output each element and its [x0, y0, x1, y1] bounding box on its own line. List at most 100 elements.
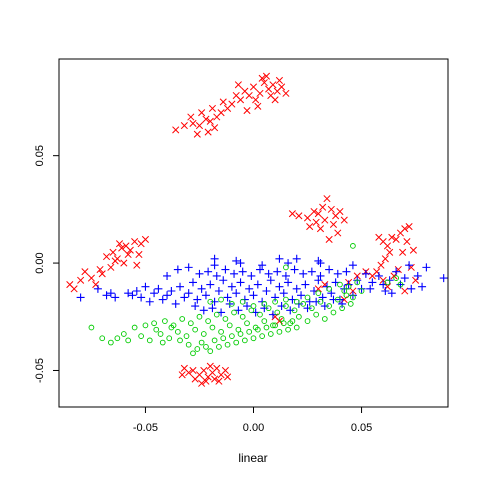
data-point [114, 335, 121, 342]
data-point [187, 113, 195, 121]
data-point [271, 96, 279, 104]
data-point [210, 297, 219, 306]
data-point [198, 379, 206, 387]
data-point [252, 96, 260, 104]
data-point [135, 250, 143, 259]
data-point [98, 270, 106, 278]
data-point [88, 324, 95, 331]
data-point [220, 335, 227, 342]
data-point [221, 366, 229, 375]
data-point [138, 333, 144, 339]
data-point [229, 301, 235, 307]
data-point [158, 295, 167, 304]
data-point [304, 318, 311, 324]
data-point [211, 124, 219, 132]
data-point [405, 261, 414, 270]
data-point [224, 373, 232, 381]
data-point [232, 91, 240, 100]
series-2 [88, 243, 404, 357]
data-point [163, 271, 172, 280]
data-point [377, 261, 385, 269]
data-point [162, 318, 168, 324]
y-tick-label: 0.00 [34, 252, 46, 273]
data-point [281, 271, 290, 280]
data-point [102, 253, 111, 261]
data-point [106, 289, 115, 298]
data-point [77, 276, 85, 284]
data-point [111, 257, 119, 265]
data-point [283, 303, 289, 309]
data-point [262, 287, 271, 295]
data-point [275, 76, 283, 85]
data-point [315, 290, 322, 296]
data-point [313, 311, 320, 318]
data-point [125, 337, 132, 344]
data-point [300, 301, 307, 307]
data-point [286, 306, 295, 315]
data-point [142, 322, 149, 329]
data-point [299, 269, 308, 278]
data-point [301, 280, 310, 289]
data-point [250, 303, 257, 309]
data-point [202, 377, 210, 385]
data-point [238, 267, 247, 276]
data-point [190, 350, 196, 357]
data-point [193, 295, 202, 304]
data-point [157, 331, 164, 337]
points-layer [66, 72, 448, 387]
data-point [187, 320, 194, 327]
data-point [208, 104, 216, 112]
data-point [293, 298, 300, 305]
data-point [159, 339, 166, 346]
data-point [261, 301, 268, 307]
data-point [291, 307, 298, 314]
data-point [126, 246, 134, 254]
data-point [235, 326, 242, 333]
data-point [321, 216, 329, 224]
data-point [168, 324, 175, 331]
data-point [227, 282, 236, 291]
data-point [214, 287, 223, 295]
data-point [111, 293, 120, 302]
data-point [348, 261, 357, 270]
data-point [403, 238, 411, 246]
data-point [413, 271, 422, 280]
data-point [163, 291, 172, 300]
data-point [124, 250, 132, 259]
data-point [392, 267, 401, 276]
data-point [212, 271, 221, 280]
data-point [76, 293, 85, 302]
data-point [218, 296, 224, 303]
data-point [246, 328, 253, 335]
data-point [255, 265, 264, 274]
data-point [224, 341, 231, 348]
data-point [284, 278, 293, 287]
data-point [245, 284, 254, 293]
data-point [166, 335, 173, 342]
data-point [243, 302, 252, 311]
data-point [196, 313, 203, 320]
data-point [206, 362, 214, 370]
data-point [341, 288, 348, 294]
data-point [219, 98, 227, 106]
data-point [329, 295, 338, 304]
data-point [107, 263, 115, 271]
data-point [205, 318, 211, 324]
data-point [118, 244, 126, 252]
x-axis: -0.05 0.00 0.05 [133, 407, 372, 434]
data-point [275, 282, 284, 291]
data-point [224, 104, 232, 112]
data-point [207, 348, 214, 354]
data-point [234, 81, 242, 89]
data-point [189, 366, 197, 375]
data-point [275, 254, 284, 263]
data-point [167, 287, 176, 295]
data-point [207, 298, 214, 305]
data-point [233, 339, 240, 346]
y-axis: -0.05 0.00 0.05 [34, 145, 59, 383]
data-point [132, 287, 141, 295]
data-point [184, 263, 193, 272]
data-point [273, 267, 282, 276]
data-point [245, 91, 253, 100]
